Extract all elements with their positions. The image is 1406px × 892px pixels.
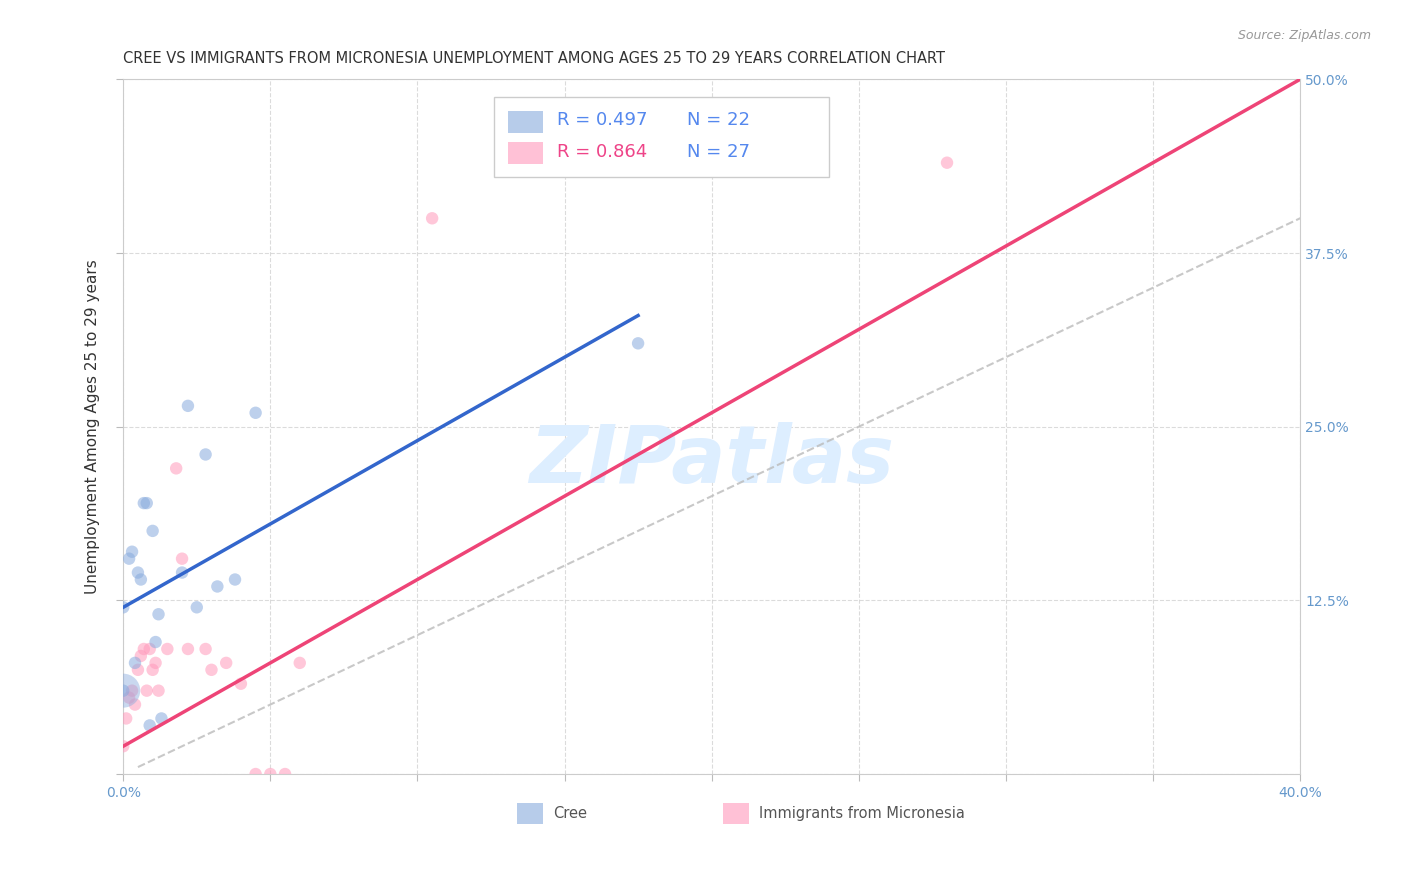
Point: [207, 579, 229, 593]
Point: [229, 677, 252, 691]
Point: [224, 573, 246, 587]
Point: [420, 211, 443, 226]
Text: ZIPatlas: ZIPatlas: [529, 423, 894, 500]
Point: [115, 711, 138, 725]
Point: [142, 663, 165, 677]
Text: Cree: Cree: [553, 806, 586, 822]
Point: [170, 551, 193, 566]
Point: [129, 573, 152, 587]
Text: N = 27: N = 27: [688, 143, 749, 161]
Text: Source: ZipAtlas.com: Source: ZipAtlas.com: [1237, 29, 1371, 42]
Point: [112, 683, 135, 698]
Point: [118, 551, 141, 566]
Point: [288, 656, 311, 670]
Point: [112, 739, 135, 754]
Point: [194, 642, 217, 657]
Point: [129, 648, 152, 663]
Point: [127, 566, 149, 580]
Point: [135, 683, 157, 698]
Point: [245, 406, 267, 420]
Point: [150, 711, 173, 725]
Bar: [724, 803, 749, 824]
Point: [118, 690, 141, 705]
Point: [200, 663, 222, 677]
Point: [135, 496, 157, 510]
Point: [165, 461, 187, 475]
Point: [245, 767, 267, 781]
Point: [121, 683, 143, 698]
Point: [121, 545, 143, 559]
Text: R = 0.864: R = 0.864: [558, 143, 648, 161]
Point: [186, 600, 208, 615]
Point: [274, 767, 297, 781]
Text: CREE VS IMMIGRANTS FROM MICRONESIA UNEMPLOYMENT AMONG AGES 25 TO 29 YEARS CORREL: CREE VS IMMIGRANTS FROM MICRONESIA UNEMP…: [124, 51, 945, 66]
Point: [156, 642, 179, 657]
Text: N = 22: N = 22: [688, 112, 749, 129]
Point: [215, 656, 238, 670]
Point: [112, 600, 135, 615]
Y-axis label: Unemployment Among Ages 25 to 29 years: Unemployment Among Ages 25 to 29 years: [86, 260, 100, 594]
Point: [138, 642, 160, 657]
Point: [132, 642, 155, 657]
Point: [170, 566, 193, 580]
Point: [627, 336, 650, 351]
Point: [145, 635, 167, 649]
Point: [112, 683, 135, 698]
Point: [124, 656, 146, 670]
Point: [148, 683, 170, 698]
Point: [138, 718, 160, 732]
Bar: [508, 142, 543, 164]
Bar: [508, 111, 543, 133]
Point: [259, 767, 281, 781]
Point: [145, 656, 167, 670]
Point: [177, 642, 200, 657]
Point: [194, 448, 217, 462]
Point: [177, 399, 200, 413]
Point: [142, 524, 165, 538]
Point: [124, 698, 146, 712]
Bar: [517, 803, 543, 824]
Text: Immigrants from Micronesia: Immigrants from Micronesia: [759, 806, 965, 822]
Point: [132, 496, 155, 510]
FancyBboxPatch shape: [494, 96, 830, 177]
Text: R = 0.497: R = 0.497: [558, 112, 648, 129]
Point: [936, 155, 959, 169]
Point: [148, 607, 170, 622]
Point: [127, 663, 149, 677]
